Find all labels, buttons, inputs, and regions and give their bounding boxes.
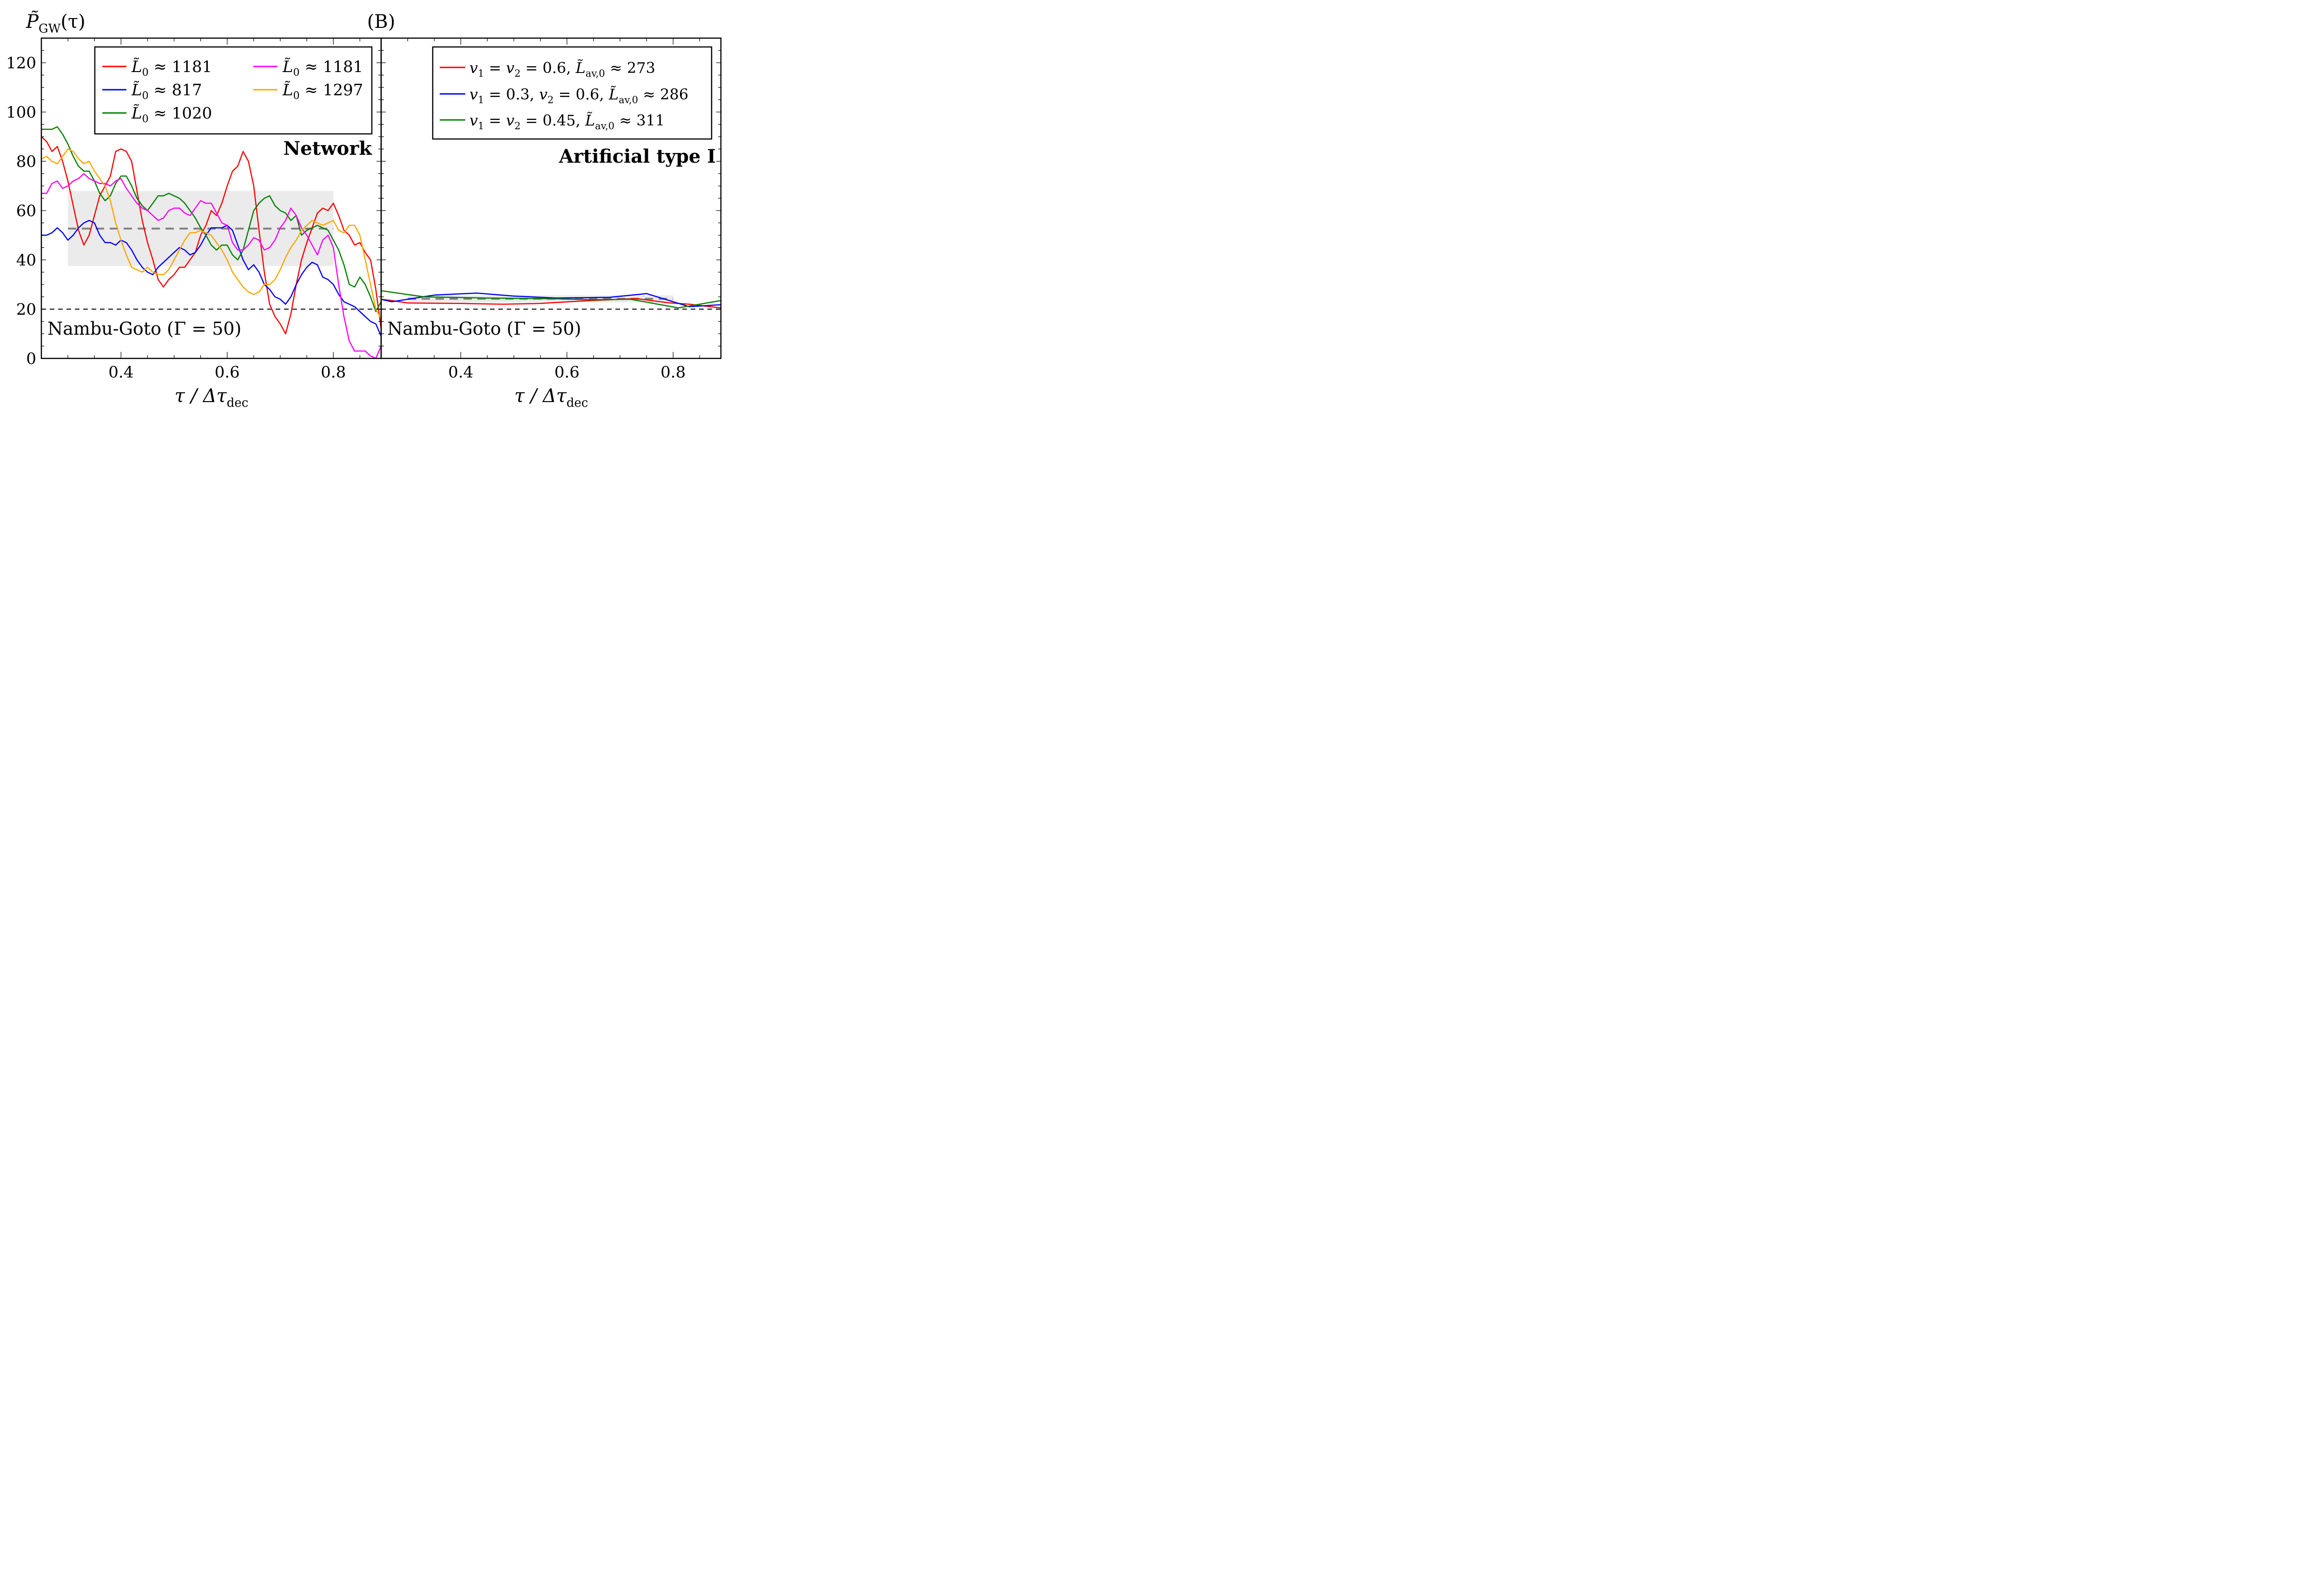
- nambu-goto-label-left: Nambu-Goto (Γ = 50): [47, 318, 241, 339]
- right-panel-artificial: 0.4 0.6 0.8 v1 = v2 = 0.6, L̃av,0 ≈ 273v1 …: [380, 37, 722, 410]
- x-tick-label: 0.6: [555, 363, 580, 382]
- series-line-5: [41, 148, 381, 319]
- x-tick-label: 0.4: [108, 363, 133, 382]
- panel-annotation-artificial: Artificial type I: [559, 146, 716, 167]
- x-tick-label: 0.4: [448, 363, 473, 382]
- y-tick-label: 80: [16, 152, 36, 171]
- panel-annotation-network: Network: [284, 138, 373, 159]
- x-axis-label-left: τ / Δτdec: [175, 385, 249, 410]
- series-line-3: [381, 290, 721, 309]
- x-tick-label: 0.6: [215, 363, 240, 382]
- y-tick-label: 20: [16, 300, 36, 319]
- legend-label: v1 = v2 = 0.6, L̃av,0 ≈ 273: [469, 59, 655, 79]
- series-line-2: [41, 219, 381, 337]
- legend-label: v1 = 0.3, v2 = 0.6, L̃av,0 ≈ 286: [469, 86, 688, 106]
- y-tick-label: 0: [26, 350, 36, 368]
- legend-label: L̃0 ≈ 1181: [131, 58, 212, 79]
- x-tick-label: 0.8: [660, 363, 686, 382]
- figure: P̃GW(τ) (B) 0.4 0.6 0.8 0 20 40 60 80 100 120 L̃0…: [6, 11, 722, 410]
- x-tick-label: 0.8: [321, 363, 346, 382]
- legend-label: L̃0 ≈ 817: [131, 81, 202, 102]
- legend-label: v1 = v2 = 0.45, L̃av,0 ≈ 311: [469, 112, 665, 132]
- legend-entry-5: L̃0 ≈ 1297: [253, 81, 363, 102]
- series-line-1: [41, 136, 381, 335]
- x-axis-label-right: τ / Δτdec: [515, 385, 588, 410]
- legend-label: L̃0 ≈ 1297: [282, 81, 363, 102]
- y-tick-label: 60: [16, 202, 36, 220]
- y-tick-label: 40: [16, 251, 36, 270]
- series-line-2: [381, 292, 721, 307]
- legend-entry-2: v1 = 0.3, v2 = 0.6, L̃av,0 ≈ 286: [440, 86, 688, 106]
- legend-entry-3: v1 = v2 = 0.45, L̃av,0 ≈ 311: [440, 112, 665, 132]
- y-axis-title: P̃GW(τ): [26, 11, 86, 36]
- legend-entry-1: L̃0 ≈ 1181: [102, 58, 212, 79]
- legend-entry-4: L̃0 ≈ 1181: [253, 58, 363, 79]
- series-line-1: [381, 298, 721, 309]
- legend-entry-2: L̃0 ≈ 817: [102, 81, 202, 102]
- nambu-goto-label-right: Nambu-Goto (Γ = 50): [387, 318, 581, 339]
- y-tick-label: 100: [6, 103, 36, 122]
- legend-label: L̃0 ≈ 1020: [131, 104, 212, 125]
- series-line-4: [41, 173, 381, 358]
- y-tick-label: 120: [6, 54, 36, 73]
- legend-label: L̃0 ≈ 1181: [282, 58, 363, 79]
- legend-right: v1 = v2 = 0.6, L̃av,0 ≈ 273 v1 = 0.3, v2 …: [432, 46, 713, 140]
- legend-entry-3: L̃0 ≈ 1020: [102, 104, 212, 125]
- series-line-3: [41, 126, 381, 312]
- legend-entry-1: v1 = v2 = 0.6, L̃av,0 ≈ 273: [440, 59, 655, 79]
- panel-label: (B): [367, 11, 396, 33]
